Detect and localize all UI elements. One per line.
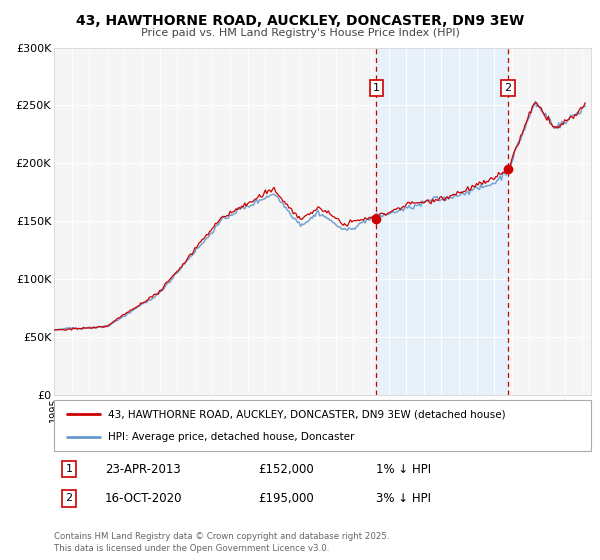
Text: 16-OCT-2020: 16-OCT-2020 <box>105 492 182 505</box>
Text: £152,000: £152,000 <box>258 463 314 476</box>
Text: 2: 2 <box>505 83 512 93</box>
Text: 2: 2 <box>65 493 73 503</box>
Text: 1: 1 <box>65 464 73 474</box>
Text: 3% ↓ HPI: 3% ↓ HPI <box>376 492 431 505</box>
FancyBboxPatch shape <box>54 400 591 451</box>
Text: Price paid vs. HM Land Registry's House Price Index (HPI): Price paid vs. HM Land Registry's House … <box>140 28 460 38</box>
Text: HPI: Average price, detached house, Doncaster: HPI: Average price, detached house, Donc… <box>108 432 354 442</box>
Text: 1% ↓ HPI: 1% ↓ HPI <box>376 463 431 476</box>
Text: 43, HAWTHORNE ROAD, AUCKLEY, DONCASTER, DN9 3EW: 43, HAWTHORNE ROAD, AUCKLEY, DONCASTER, … <box>76 14 524 28</box>
Text: 23-APR-2013: 23-APR-2013 <box>105 463 181 476</box>
Text: 1: 1 <box>373 83 380 93</box>
Text: £195,000: £195,000 <box>258 492 314 505</box>
Text: 43, HAWTHORNE ROAD, AUCKLEY, DONCASTER, DN9 3EW (detached house): 43, HAWTHORNE ROAD, AUCKLEY, DONCASTER, … <box>108 409 505 419</box>
Text: Contains HM Land Registry data © Crown copyright and database right 2025.
This d: Contains HM Land Registry data © Crown c… <box>54 533 389 553</box>
Bar <box>376 48 508 395</box>
